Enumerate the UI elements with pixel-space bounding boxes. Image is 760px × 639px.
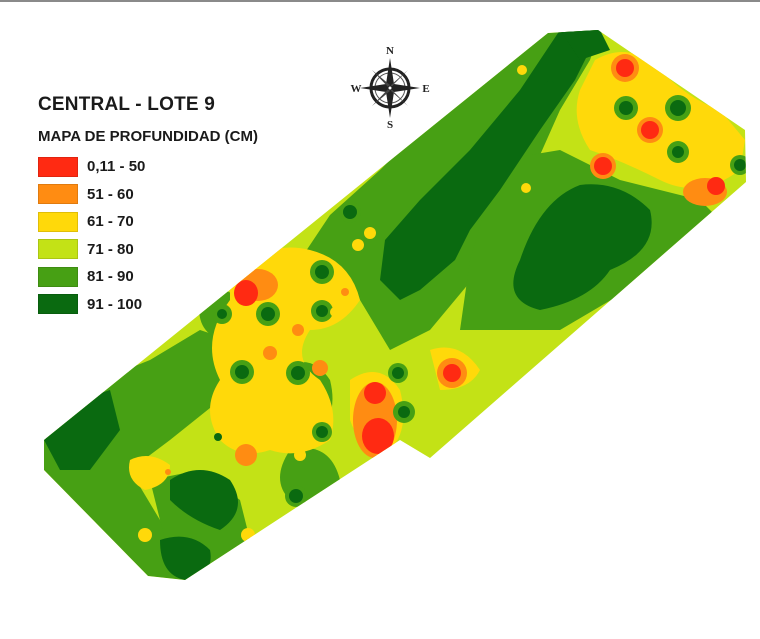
legend: 0,11 - 50 51 - 60 61 - 70 71 - 80 81 - 9… — [38, 153, 145, 318]
legend-item: 71 - 80 — [38, 236, 145, 264]
legend-item: 51 - 60 — [38, 181, 145, 209]
legend-label: 91 - 100 — [87, 295, 143, 313]
legend-item: 91 - 100 — [38, 291, 145, 319]
legend-item: 61 - 70 — [38, 208, 145, 236]
legend-item: 81 - 90 — [38, 263, 145, 291]
legend-label: 51 - 60 — [87, 185, 134, 203]
compass-north: N — [386, 45, 394, 57]
legend-item: 0,11 - 50 — [38, 153, 145, 181]
compass-south: S — [387, 119, 393, 128]
legend-swatch-green — [38, 266, 78, 287]
legend-swatch-yellow — [38, 211, 78, 232]
compass-rose-icon: N S W E — [351, 45, 430, 128]
legend-swatch-red — [38, 156, 78, 177]
legend-swatch-light-green — [38, 239, 78, 260]
legend-label: 71 - 80 — [87, 240, 134, 258]
top-border — [0, 0, 760, 2]
legend-swatch-orange — [38, 184, 78, 205]
legend-label: 81 - 90 — [87, 268, 134, 286]
map-title: CENTRAL - LOTE 9 — [38, 94, 216, 115]
legend-label: 61 - 70 — [87, 213, 134, 231]
compass-west: W — [351, 83, 362, 95]
legend-label: 0,11 - 50 — [87, 158, 146, 176]
legend-swatch-dark-green — [38, 294, 78, 315]
compass-east: E — [422, 83, 429, 95]
map-subtitle: MAPA DE PROFUNDIDAD (CM) — [38, 128, 258, 145]
